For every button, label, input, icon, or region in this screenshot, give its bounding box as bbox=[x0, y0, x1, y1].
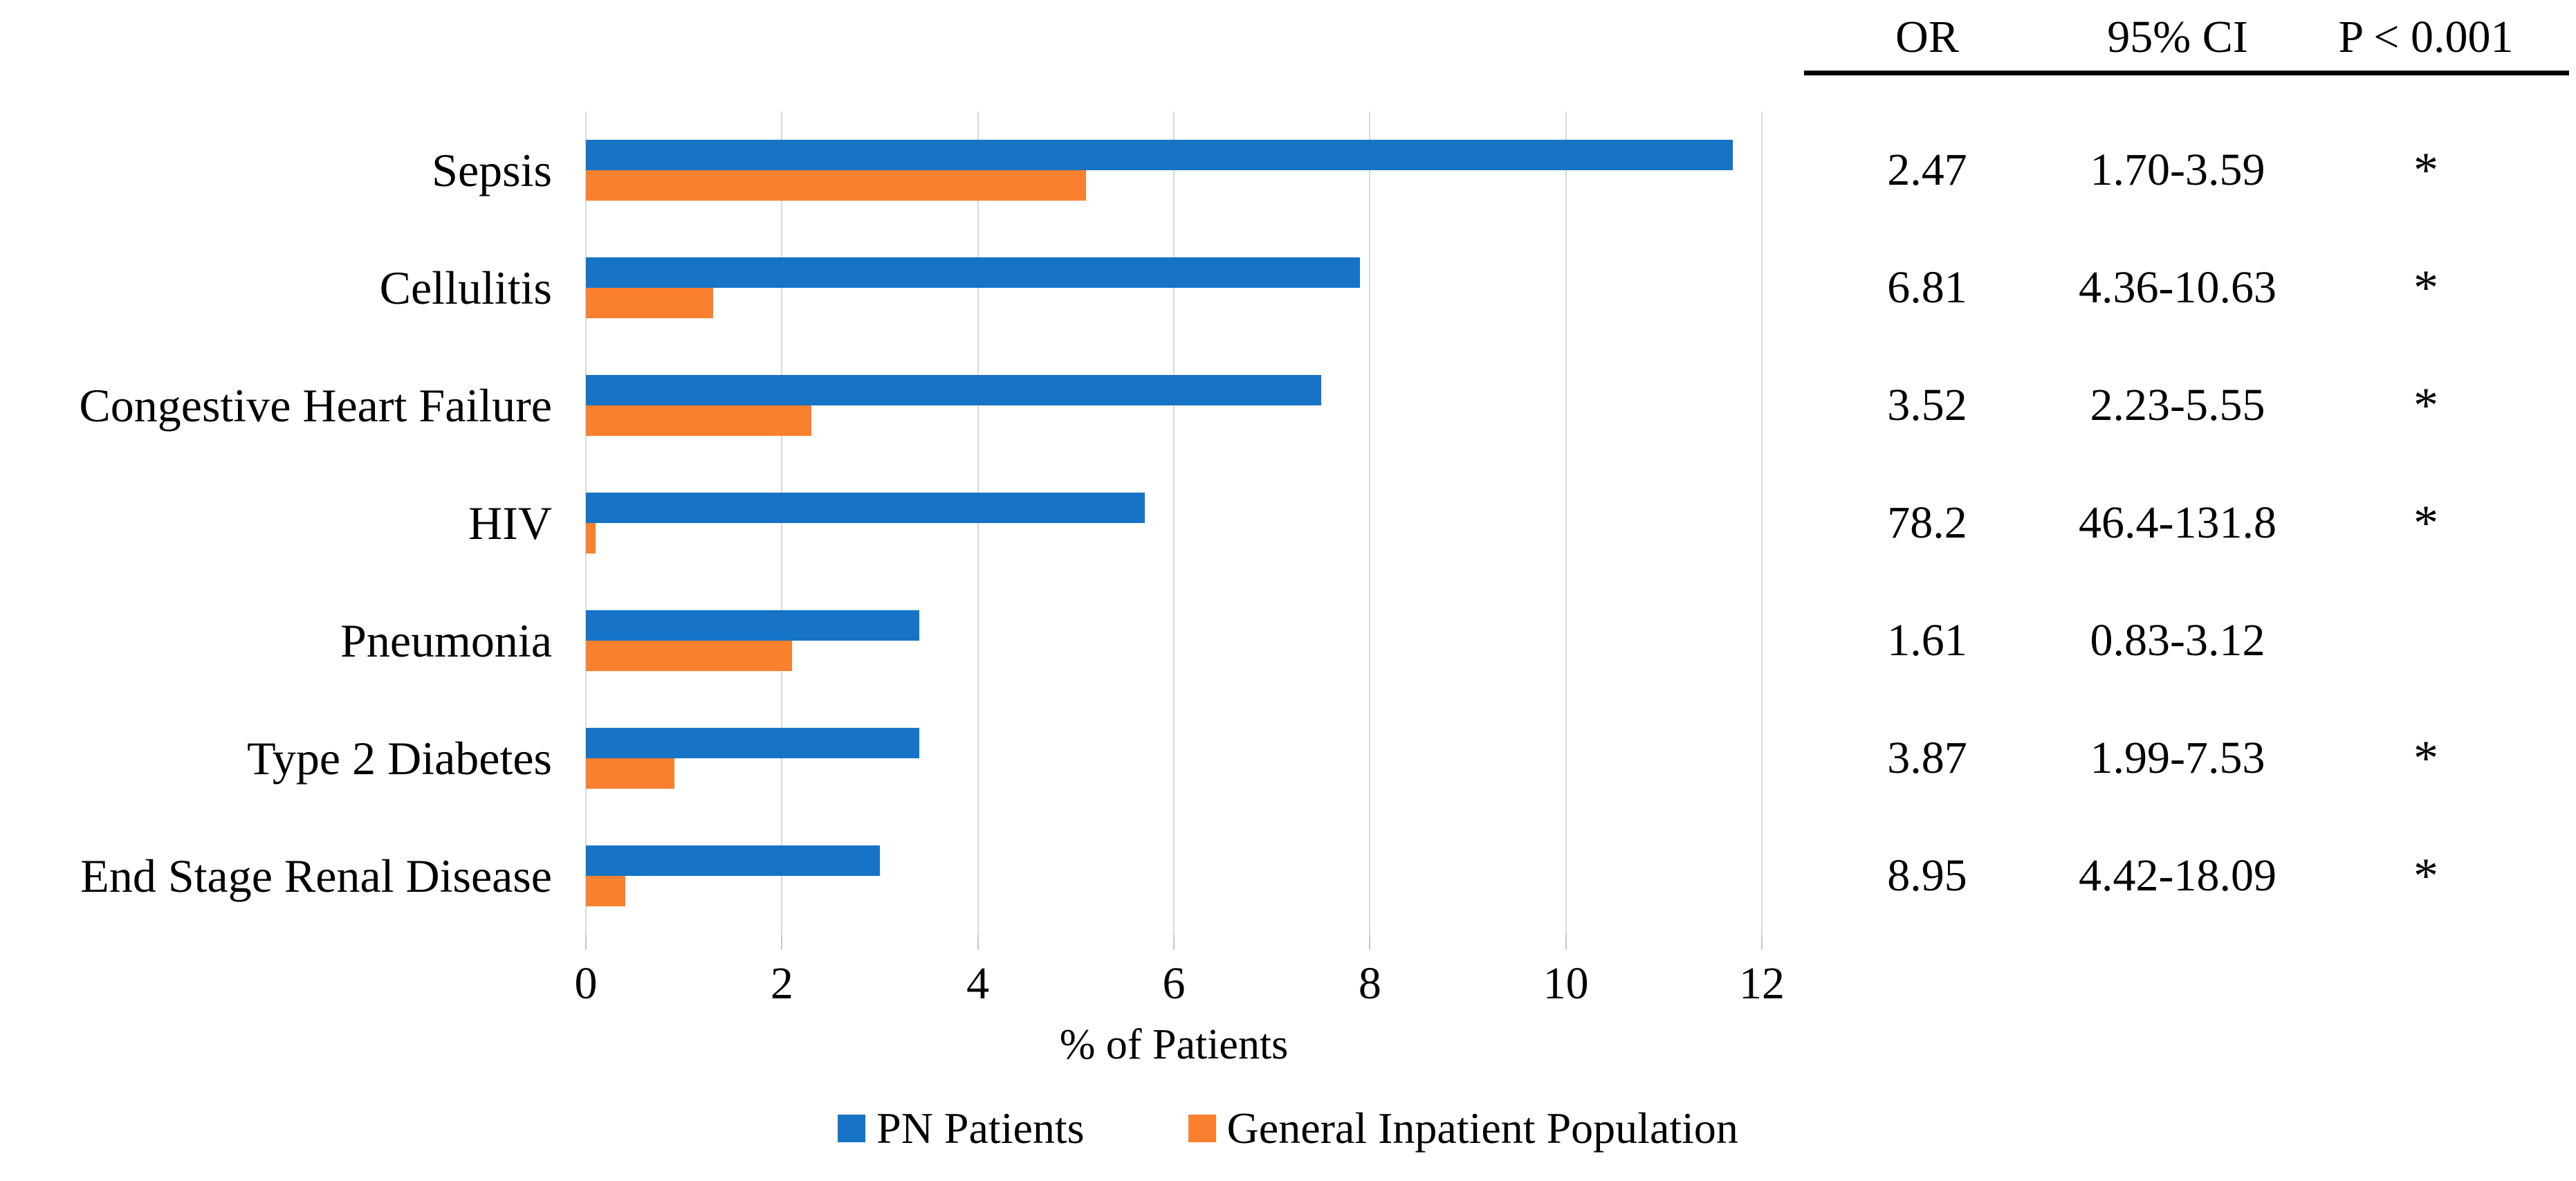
legend-label: PN Patients bbox=[876, 1104, 1085, 1153]
gridline bbox=[1173, 111, 1175, 935]
x-axis-tick bbox=[1369, 935, 1371, 950]
p-significance-asterisk: * bbox=[2413, 143, 2438, 198]
x-axis-tick-labels: 0 2 4 6 8 10 12 bbox=[575, 956, 1785, 1011]
table-header-ci: 95% CI bbox=[2107, 12, 2248, 62]
ci-value: 4.42-18.09 bbox=[2079, 850, 2276, 901]
or-value: 3.52 bbox=[1887, 380, 1967, 430]
gridline bbox=[977, 111, 979, 935]
p-significance-asterisk: * bbox=[2413, 260, 2438, 315]
pn-patients-bar bbox=[586, 610, 919, 641]
ci-value: 46.4-131.8 bbox=[2079, 497, 2276, 548]
legend-label: General Inpatient Population bbox=[1226, 1104, 1738, 1153]
x-tick-label: 2 bbox=[770, 958, 793, 1009]
or-value: 8.95 bbox=[1887, 850, 1967, 901]
ci-value: 4.36-10.63 bbox=[2079, 262, 2276, 313]
p-significance-asterisk: * bbox=[2413, 378, 2438, 433]
x-tick-label: 0 bbox=[574, 958, 598, 1009]
x-tick-label: 4 bbox=[966, 958, 990, 1009]
category-label: Pneumonia bbox=[340, 614, 552, 667]
x-tick-label: 10 bbox=[1543, 958, 1589, 1009]
x-axis-tick bbox=[977, 935, 979, 950]
or-value: 1.61 bbox=[1887, 615, 1967, 666]
gridline bbox=[1761, 111, 1763, 935]
legend-item: PN Patients bbox=[838, 1104, 1085, 1153]
x-axis-tick bbox=[1173, 935, 1175, 950]
legend-swatch-icon bbox=[838, 1115, 866, 1142]
x-axis-tick bbox=[1565, 935, 1567, 950]
general-population-bar bbox=[586, 758, 674, 789]
x-tick-label: 12 bbox=[1739, 958, 1785, 1009]
pn-patients-bar bbox=[586, 493, 1145, 523]
legend: PN Patients General Inpatient Population bbox=[0, 1104, 2576, 1153]
p-significance-asterisk: * bbox=[2413, 731, 2438, 786]
category-label: Type 2 Diabetes bbox=[247, 732, 552, 785]
category-axis: Sepsis Cellulitis Congestive Heart Failure… bbox=[0, 111, 562, 935]
x-axis-tick bbox=[781, 935, 783, 950]
x-axis-title: % of Patients bbox=[1059, 1021, 1289, 1068]
pn-patients-bar bbox=[586, 140, 1733, 170]
category-label: Sepsis bbox=[432, 144, 552, 196]
ci-value: 2.23-5.55 bbox=[2090, 380, 2265, 430]
general-population-bar bbox=[586, 641, 792, 671]
table-header-or: OR bbox=[1895, 12, 1959, 62]
pn-patients-bar bbox=[586, 375, 1321, 405]
x-axis-tick bbox=[1761, 935, 1763, 950]
bar-chart-plot-area bbox=[585, 111, 1763, 950]
general-population-bar bbox=[586, 523, 596, 553]
category-label: HIV bbox=[468, 497, 552, 549]
or-value: 78.2 bbox=[1887, 497, 1967, 548]
x-axis-tick bbox=[585, 935, 587, 950]
gridline bbox=[1565, 111, 1567, 935]
ci-value: 1.99-7.53 bbox=[2090, 733, 2265, 783]
or-value: 3.87 bbox=[1887, 733, 1967, 783]
category-label: Cellulitis bbox=[379, 262, 552, 314]
general-population-bar bbox=[586, 876, 625, 906]
or-value: 6.81 bbox=[1887, 262, 1967, 313]
category-label: Congestive Heart Failure bbox=[79, 379, 552, 432]
table-header-p: P < 0.001 bbox=[2338, 12, 2514, 62]
or-value: 2.47 bbox=[1887, 145, 1967, 195]
general-population-bar bbox=[586, 288, 714, 318]
x-tick-label: 6 bbox=[1162, 958, 1186, 1009]
stats-table-body: 2.47 1.70-3.59 * 6.81 4.36-10.63 * 3.52 2.23-5.… bbox=[0, 111, 2576, 935]
x-tick-label: 8 bbox=[1358, 958, 1381, 1009]
p-significance-asterisk bbox=[2281, 606, 2571, 675]
legend-swatch-icon bbox=[1188, 1115, 1216, 1142]
category-label: End Stage Renal Disease bbox=[80, 850, 552, 902]
pn-patients-bar bbox=[586, 845, 880, 876]
legend-item: General Inpatient Population bbox=[1188, 1104, 1738, 1153]
general-population-bar bbox=[586, 170, 1086, 201]
general-population-bar bbox=[586, 405, 811, 436]
table-header-rule bbox=[1804, 71, 2569, 75]
ci-value: 0.83-3.12 bbox=[2090, 615, 2265, 666]
gridline bbox=[781, 111, 783, 935]
ci-value: 1.70-3.59 bbox=[2090, 145, 2265, 195]
pn-patients-bar bbox=[586, 728, 919, 758]
p-significance-asterisk: * bbox=[2413, 848, 2438, 904]
gridline bbox=[1369, 111, 1371, 935]
pn-patients-bar bbox=[586, 257, 1361, 288]
p-significance-asterisk: * bbox=[2413, 495, 2438, 551]
